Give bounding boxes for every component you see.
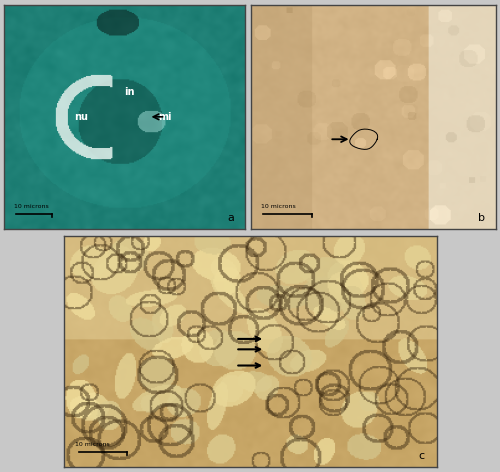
Text: a: a bbox=[227, 213, 234, 223]
Text: 10 microns: 10 microns bbox=[14, 204, 48, 209]
Text: in: in bbox=[124, 87, 134, 97]
Text: 10 microns: 10 microns bbox=[261, 204, 296, 209]
Text: nu: nu bbox=[74, 112, 88, 122]
Text: c: c bbox=[418, 451, 424, 461]
Text: b: b bbox=[478, 213, 485, 223]
Text: 10 microns: 10 microns bbox=[75, 442, 110, 447]
Text: mi: mi bbox=[158, 112, 172, 122]
